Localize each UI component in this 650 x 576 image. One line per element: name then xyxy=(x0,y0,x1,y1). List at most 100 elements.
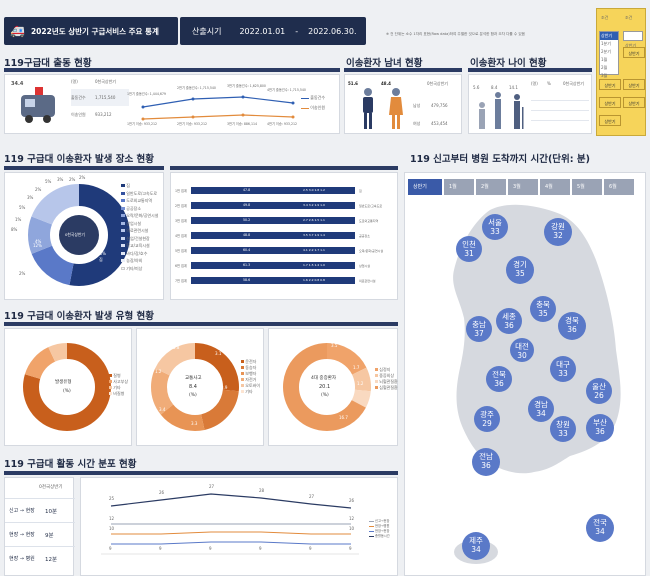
activity-mid-label: 12 xyxy=(349,516,355,521)
tab-h1[interactable]: 상반기 xyxy=(408,179,442,195)
region-value: 34 xyxy=(536,408,546,418)
activity-legend-item: 신고→현장 xyxy=(375,519,390,523)
region-national[interactable]: 전국 34 xyxy=(586,514,614,542)
place-legend-item: 학교/교육시설 xyxy=(126,243,150,248)
tab-feb[interactable]: 2월 xyxy=(476,179,506,195)
region-gyeongnam[interactable]: 경남 34 xyxy=(528,396,554,422)
filter-option[interactable]: 상반기 xyxy=(600,32,618,40)
region-name: 서울 xyxy=(488,218,502,227)
activity-row-label: 현장 → 현장 xyxy=(9,532,35,538)
place-legend-item: 집 xyxy=(126,183,130,188)
male-figure-icon xyxy=(363,88,373,129)
place-bar: 60.4 4.1 2.2 1.7 1.1 xyxy=(191,247,355,254)
type-donut2-label: 3.4 xyxy=(159,407,166,412)
region-chungbuk[interactable]: 충북 35 xyxy=(530,296,556,322)
filter-option[interactable]: 3월 xyxy=(601,73,608,78)
tab-mar[interactable]: 3월 xyxy=(508,179,538,195)
place-bar-label: 5천 집계 xyxy=(175,249,187,253)
place-legend-item: 공공장소 xyxy=(126,205,142,211)
filter-row[interactable]: 상반기 xyxy=(623,79,645,90)
dispatch-point-a xyxy=(291,101,295,105)
region-jeonbuk[interactable]: 전북 36 xyxy=(486,366,512,392)
dispatch-row1-label: 출동건수 xyxy=(71,94,86,100)
region-jeju[interactable]: 제주 34 xyxy=(462,532,490,560)
region-name: 경남 xyxy=(534,400,548,409)
region-gangwon[interactable]: 강원 32 xyxy=(544,218,572,246)
type-donut3-label: 1.7 xyxy=(353,365,360,370)
place-outside-label: 2% xyxy=(79,175,86,180)
place-bar-small: 2.5 3.0 1.8 1.2 xyxy=(303,188,325,192)
activity-bottom-label: 9 xyxy=(209,546,212,551)
region-daegu[interactable]: 대구 33 xyxy=(550,356,576,382)
place-bar: 49.8 3.4 3.2 1.9 1.0 xyxy=(191,202,355,209)
filter-option[interactable]: 2분기 xyxy=(601,49,611,54)
filter-option[interactable]: 1월 xyxy=(601,57,608,62)
region-sejong[interactable]: 세종 36 xyxy=(496,308,522,334)
place-bar: 50.2 2.7 2.6 1.5 1.1 xyxy=(191,217,355,224)
place-outside-label: 2% xyxy=(19,271,26,276)
filter-row[interactable]: 상반기 xyxy=(623,47,645,58)
age-table-lines xyxy=(531,91,589,129)
activity-table-header: 0천국상반기 xyxy=(39,485,63,490)
type-legend-item: 심혈관질환 xyxy=(379,385,398,390)
period-bar: 산출시기 2022.01.01 - 2022.06.30. xyxy=(180,17,366,45)
region-name: 충남 xyxy=(472,320,486,329)
age-col-b: % xyxy=(547,81,551,86)
place-legend-item: 산업/건설현장 xyxy=(126,235,150,241)
age-col-a: (명) xyxy=(531,81,538,86)
region-gwangju[interactable]: 광주 29 xyxy=(474,406,500,432)
tab-jan[interactable]: 1월 xyxy=(444,179,474,195)
region-name: 세종 xyxy=(502,312,516,321)
type-legend-item: 동승자 xyxy=(245,365,257,370)
region-gyeongbuk[interactable]: 경북 36 xyxy=(558,312,586,340)
region-incheon[interactable]: 인천 31 xyxy=(456,236,482,262)
tab-apr[interactable]: 4월 xyxy=(540,179,570,195)
filter-row[interactable]: 상반기 xyxy=(599,79,621,90)
filter-row[interactable]: 상반기 xyxy=(623,97,645,108)
dispatch-point-b xyxy=(141,117,145,121)
filter-option[interactable]: 1분기 xyxy=(601,41,611,46)
region-name: 충북 xyxy=(536,300,550,309)
filter-option[interactable]: 2월 xyxy=(601,65,608,70)
region-busan[interactable]: 부산 36 xyxy=(586,414,614,442)
activity-row: 현장 → 현장 9분 xyxy=(5,522,75,546)
type-legend-item: 기타 xyxy=(245,389,253,394)
tab-jun[interactable]: 6월 xyxy=(604,179,634,195)
type-donut3-label: 16.7 xyxy=(339,415,348,420)
dispatch-point-a xyxy=(191,97,195,101)
region-jeonnam[interactable]: 전남 36 xyxy=(472,448,500,476)
place-bar-legend: 오락/문화/공연시설 xyxy=(359,248,384,253)
region-changwon[interactable]: 창원 33 xyxy=(550,416,576,442)
activity-row-label: 신고 → 현장 xyxy=(9,508,35,514)
tab-may[interactable]: 5월 xyxy=(572,179,602,195)
place-outside-label: 8% xyxy=(11,227,18,232)
type-donut3-center-b: 20.1 xyxy=(319,384,331,390)
type-legend-item: 중증외상 xyxy=(379,373,395,378)
dispatch-point-label: 1천기 출동건수: 1,444,679 xyxy=(127,92,166,96)
region-seoul[interactable]: 서울 33 xyxy=(482,214,508,240)
activity-bottom-label: 9 xyxy=(349,546,352,551)
activity-low-label: 10 xyxy=(349,526,355,531)
region-chungnam[interactable]: 충남 37 xyxy=(466,316,492,342)
filter-dropdown-a[interactable]: 상반기 1분기 2분기 1월 2월 3월 xyxy=(599,31,619,78)
activity-bottom-label: 9 xyxy=(309,546,312,551)
type-panel-2: 교통사고 8.4 (%) 3.1 3.9 3.3 3.4 1.2 5.8 운전자… xyxy=(136,328,264,446)
filter-select-b[interactable]: 상반기 xyxy=(623,31,643,48)
region-ulsan[interactable]: 울산 26 xyxy=(586,378,612,404)
filter-panel: 조건 조건 상반기 1분기 2분기 1월 2월 3월 상반기 상반기 상반기 상… xyxy=(596,8,646,136)
region-value: 32 xyxy=(553,230,563,240)
place-bar-value: 58.6 xyxy=(243,278,251,282)
filter-row[interactable]: 상반기 xyxy=(599,115,621,126)
type-donut3-center-c: (%) xyxy=(321,393,329,398)
region-gyeonggi[interactable]: 경기 35 xyxy=(506,256,534,284)
place-bar-small: 1.6 2.2 0.8 0.8 xyxy=(303,278,325,282)
region-value: 36 xyxy=(481,460,491,470)
type-donut2-label: 3.3 xyxy=(191,421,198,426)
filter-row[interactable]: 상반기 xyxy=(599,97,621,108)
activity-mid-label: 12 xyxy=(109,516,115,521)
region-daejeon[interactable]: 대전 30 xyxy=(510,338,534,362)
region-value: 35 xyxy=(538,308,548,318)
dispatch-point-label: 4천기 이송: 933,212 xyxy=(267,122,298,126)
place-bar-legend: 도로외교통지역 xyxy=(359,218,379,223)
gender-female-value: 453,454 xyxy=(431,121,448,126)
